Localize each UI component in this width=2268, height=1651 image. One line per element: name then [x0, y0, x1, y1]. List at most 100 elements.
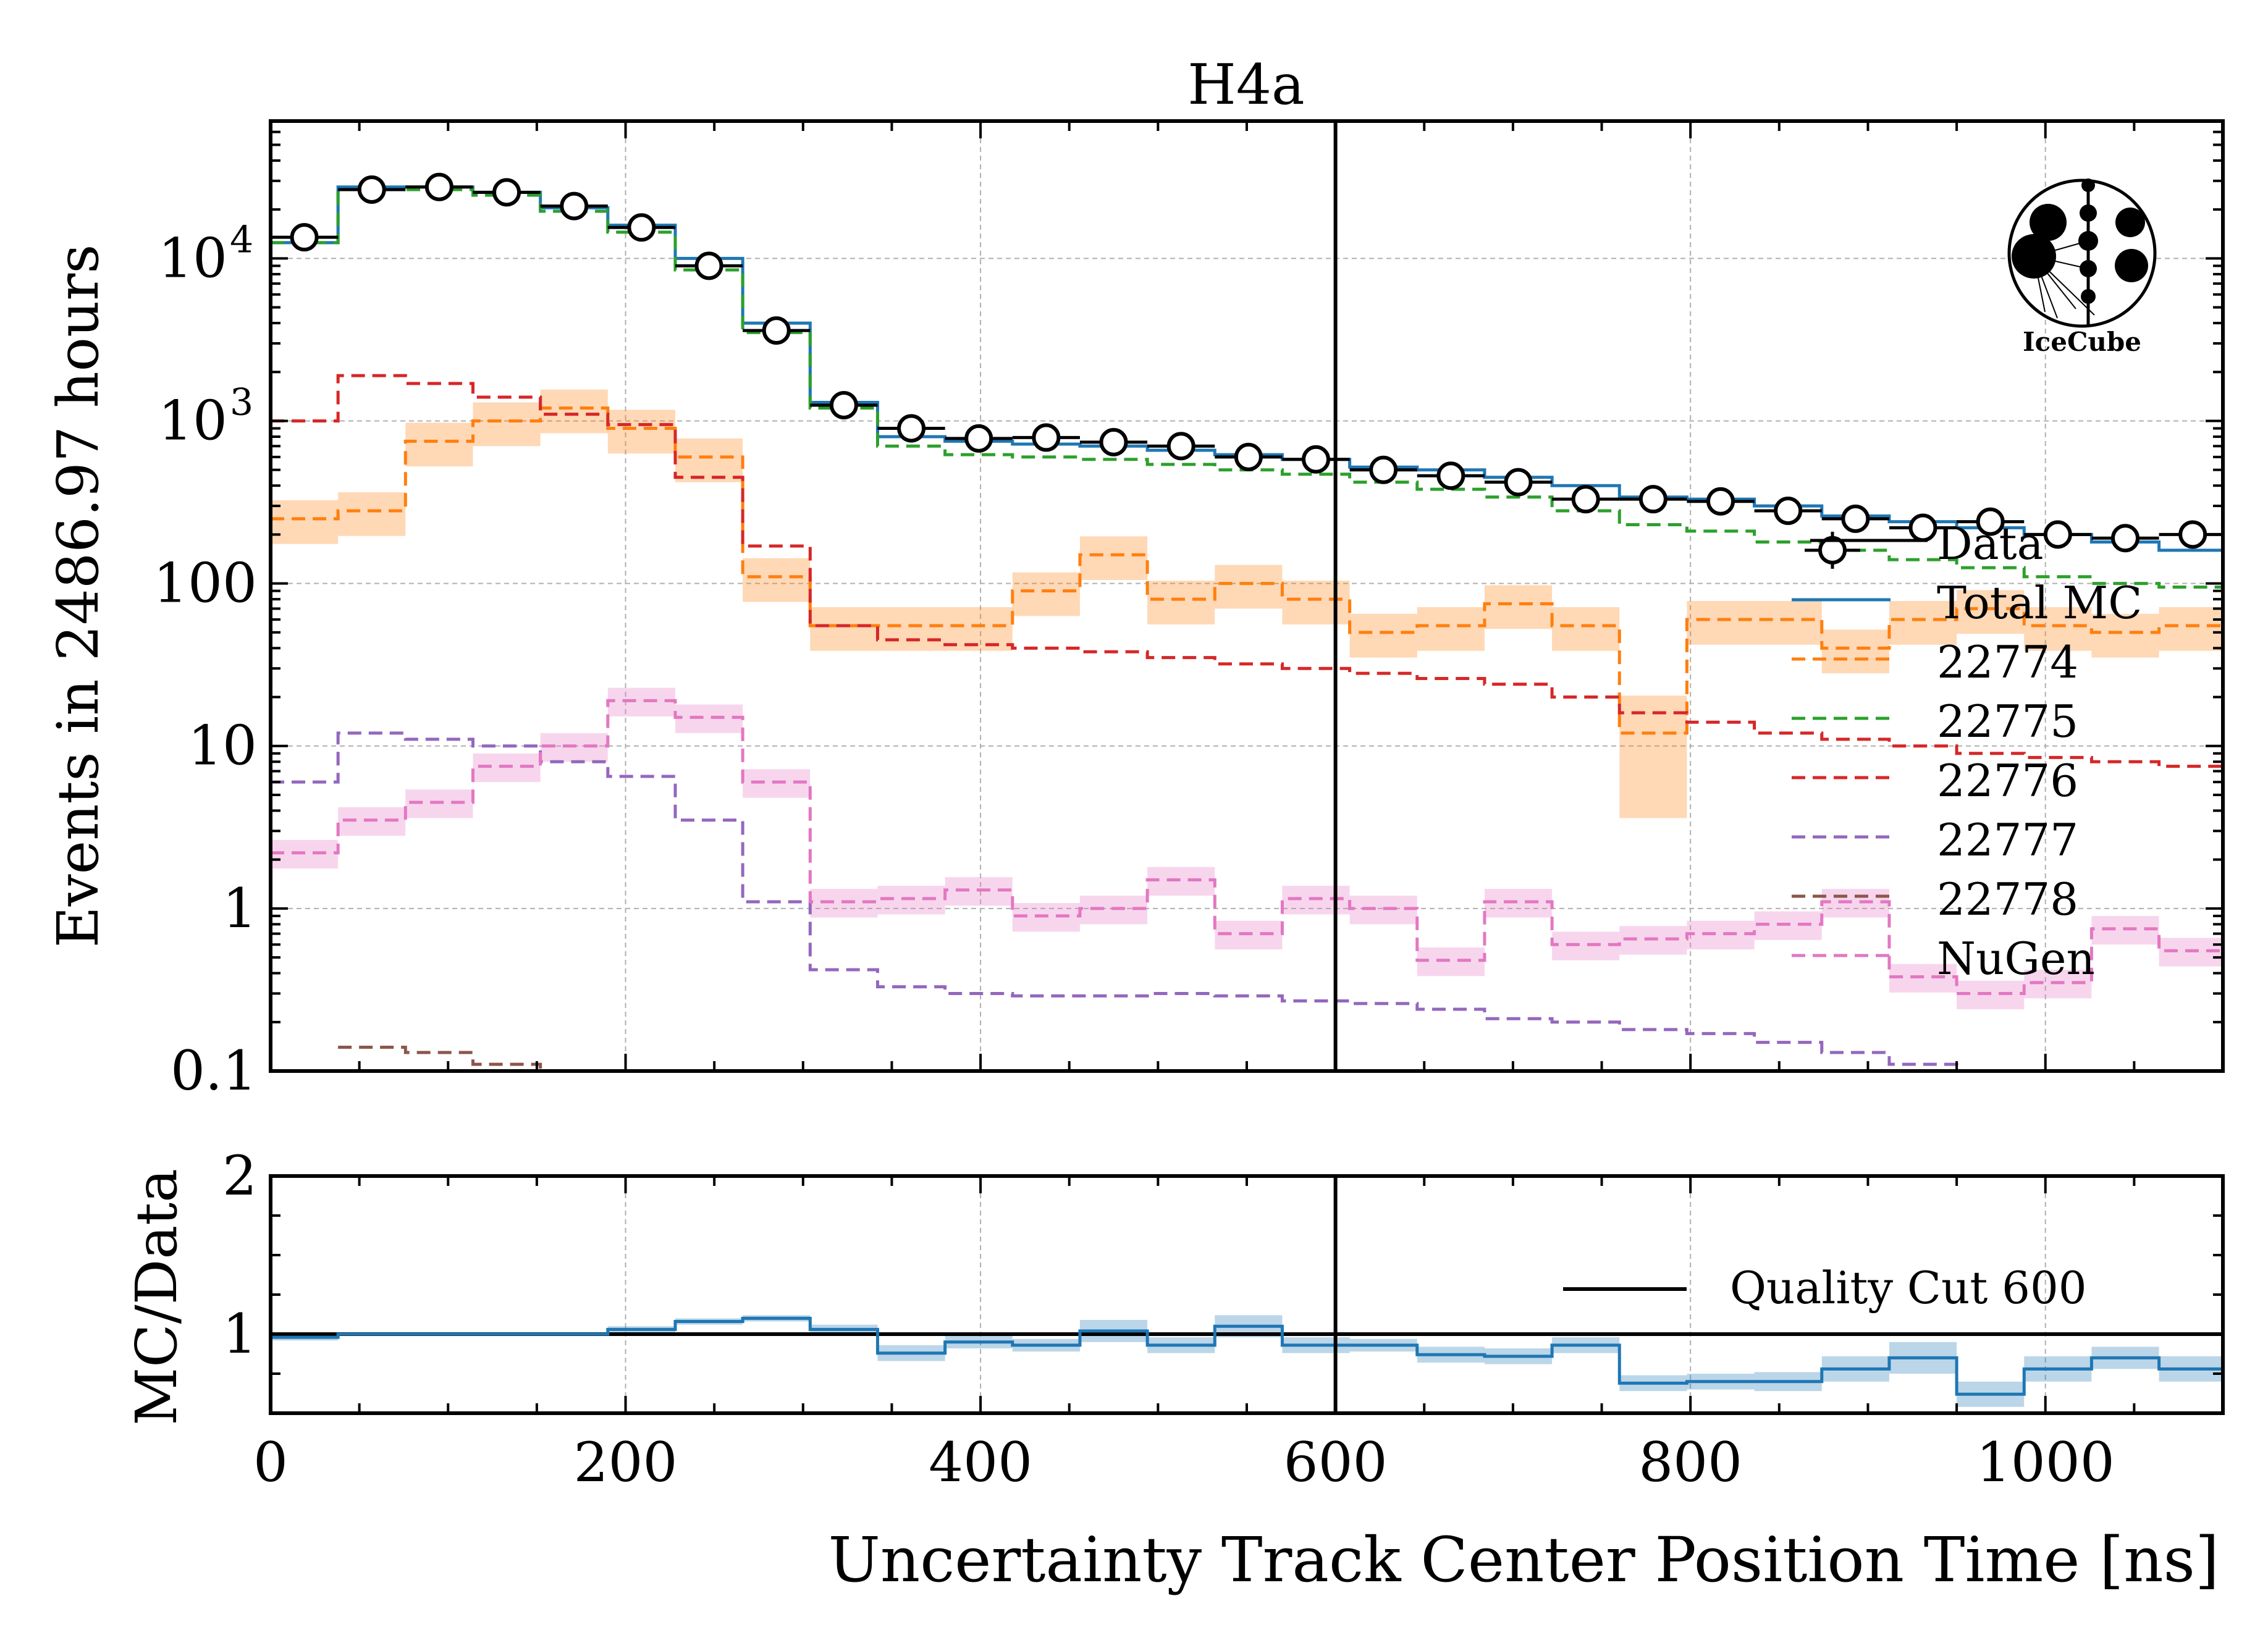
data-point — [1976, 507, 2005, 536]
y-tick-label-exponent: 4 — [230, 218, 253, 261]
y-tick-label-exponent: 3 — [230, 380, 253, 424]
x-tick-label: 0 — [253, 1430, 288, 1494]
data-point — [2043, 520, 2072, 549]
series-line-22775 — [271, 188, 2223, 589]
legend-label: 22775 — [1937, 695, 2078, 747]
band-22774 — [675, 438, 743, 482]
legend: Data Total MC 22774 22775 22776 22777 22778 NuG… — [1792, 518, 2142, 985]
legend-label: 22777 — [1937, 814, 2078, 866]
data-point — [627, 213, 656, 242]
data-point — [964, 424, 993, 453]
x-tick-label: 600 — [1284, 1430, 1388, 1494]
data-point — [1818, 536, 1847, 565]
band-22774 — [2024, 607, 2092, 651]
data-point — [290, 223, 319, 252]
ratio-series — [271, 1316, 2223, 1396]
band-NuGen — [1821, 889, 1889, 918]
data-point — [1774, 496, 1803, 525]
y-tick-label: 10 — [188, 714, 257, 778]
ratio-legend-label: Quality Cut 600 — [1730, 1262, 2087, 1314]
x-tick-label: 200 — [574, 1430, 678, 1494]
band-NuGen — [1687, 920, 1755, 950]
ratio-y-tick-labels: 12 — [222, 1144, 257, 1366]
x-tick-labels: 0 200 400 600 800 1000 — [253, 1430, 2115, 1494]
series-line-nugen — [271, 699, 2223, 995]
band-22774 — [1349, 613, 1417, 658]
data-point — [1032, 423, 1061, 452]
y-tick-label: 10 — [158, 389, 227, 452]
data-points — [271, 172, 2223, 569]
data-point — [694, 251, 723, 280]
data-point — [1841, 504, 1870, 533]
x-tick-label: 800 — [1638, 1430, 1742, 1494]
band-22774 — [1012, 572, 1080, 616]
band-22774 — [405, 422, 473, 467]
band-22774 — [2159, 607, 2223, 651]
data-point — [1638, 485, 1667, 514]
band-22774 — [1687, 601, 1755, 645]
x-tick-label: 400 — [929, 1430, 1032, 1494]
y-tick-label: 1 — [222, 876, 257, 940]
data-point — [762, 316, 791, 345]
band-22774 — [540, 389, 608, 434]
band-NuGen — [675, 704, 743, 733]
band-NuGen — [607, 687, 675, 716]
data-point — [357, 175, 386, 204]
series-line-22778 — [338, 1046, 608, 1071]
band-22774 — [271, 500, 339, 544]
y-tick-label: 10 — [158, 226, 227, 290]
ratio-ticks — [269, 1175, 2224, 1414]
series-line-22774 — [271, 406, 2223, 735]
ratio-legend: Quality Cut 600 — [1563, 1262, 2087, 1314]
data-point — [1571, 485, 1600, 514]
legend-label: 22778 — [1937, 873, 2078, 925]
data-point — [2111, 524, 2139, 553]
x-axis-label: Uncertainty Track Center Position Time [… — [828, 1524, 2219, 1596]
uncertainty-bands — [271, 389, 2223, 1009]
series-line-22777 — [271, 731, 2026, 1071]
band-22774 — [743, 558, 811, 602]
main-y-axis-label: Events in 2486.97 hours — [45, 245, 111, 948]
band-22774 — [877, 607, 945, 651]
band-22774 — [1147, 581, 1215, 624]
x-tick-label: 1000 — [1976, 1430, 2115, 1494]
ratio-y-tick-label: 1 — [222, 1302, 257, 1366]
band-22774 — [1417, 607, 1485, 651]
band-22774 — [1215, 565, 1283, 609]
band-22774 — [2091, 613, 2159, 658]
data-point — [492, 178, 521, 207]
band-22774 — [810, 607, 878, 651]
series-line-total-mc — [271, 185, 2223, 552]
ratio-y-axis-label: MC/Data — [124, 1169, 190, 1426]
data-point — [829, 390, 858, 419]
y-tick-label: 0.1 — [171, 1039, 257, 1103]
ratio-panel: 12 0 200 400 600 800 1000 MC/Data Uncertainty… — [124, 1144, 2225, 1596]
data-point — [897, 414, 926, 443]
band-22774 — [1079, 536, 1148, 581]
band-22774 — [1957, 590, 2025, 634]
band-22774 — [1282, 581, 1350, 624]
legend-label: 22776 — [1937, 755, 2078, 807]
ratio-line — [271, 1316, 2223, 1396]
band-22774 — [1754, 601, 1822, 645]
band-22774 — [1484, 585, 1553, 629]
data-point — [1706, 487, 1735, 516]
band-22774 — [1619, 695, 1687, 818]
data-point — [1908, 513, 1937, 542]
band-22774 — [473, 402, 541, 447]
data-point — [1099, 427, 1128, 456]
band-22774 — [1821, 629, 1889, 674]
data-point — [1504, 468, 1533, 497]
legend-label: Data — [1937, 518, 2044, 569]
icecube-logo-text: IceCube — [2023, 327, 2141, 357]
data-point — [1302, 445, 1331, 474]
data-point — [1166, 432, 1195, 461]
data-point — [560, 191, 589, 221]
band-22774 — [1889, 601, 1957, 645]
data-point — [2178, 520, 2207, 549]
data-point — [1234, 442, 1263, 471]
data-point — [1369, 455, 1398, 484]
